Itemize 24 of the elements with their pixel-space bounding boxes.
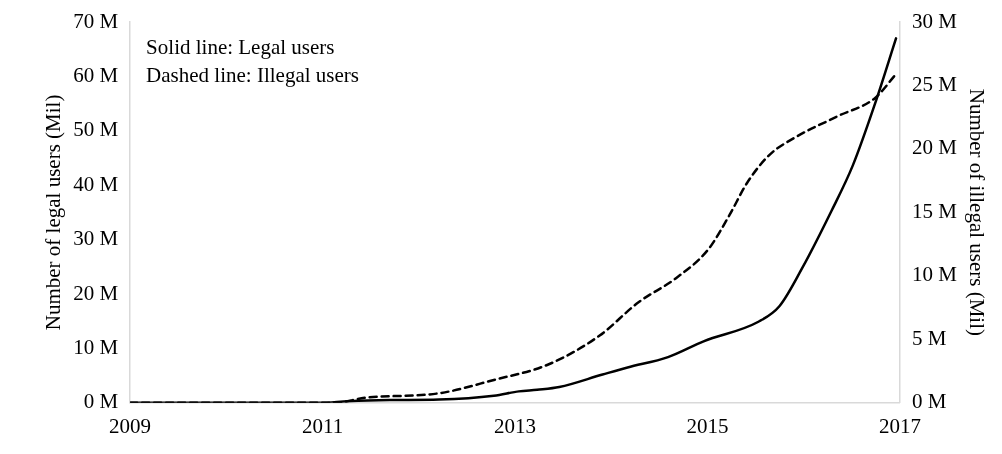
y2-tick-label: 10 M [911,262,958,287]
x-tick-label: 2011 [301,413,344,438]
y2-tick-label: 25 M [911,71,958,96]
annotation: Solid line: Legal users [146,35,335,60]
x-tick-label: 2017 [878,413,921,438]
y2-tick-label: 5 M [911,325,947,350]
y-tick-label: 60 M [73,62,119,87]
x-tick-label: 2013 [494,413,536,438]
annotation: Dashed line: Illegal users [146,63,359,88]
y-tick-label: 40 M [73,171,119,196]
x-tick-label: 2009 [109,413,152,438]
x-tick-label: 2015 [686,413,729,438]
y-axis-title: Number of legal users (Mil) [41,94,66,331]
y-tick-label: 70 M [73,8,119,33]
y2-tick-label: 30 M [911,8,958,33]
y2-tick-label: 20 M [911,135,958,160]
y-tick-label: 0 M [83,389,119,414]
y2-tick-label: 0 M [911,389,947,414]
y2-tick-label: 15 M [911,198,958,223]
y-tick-label: 10 M [73,334,119,359]
y-tick-label: 50 M [73,117,119,142]
y-tick-label: 20 M [73,280,119,305]
y2-axis-title: Number of illegal users (Mil) [964,88,989,337]
y-tick-label: 30 M [73,226,119,251]
